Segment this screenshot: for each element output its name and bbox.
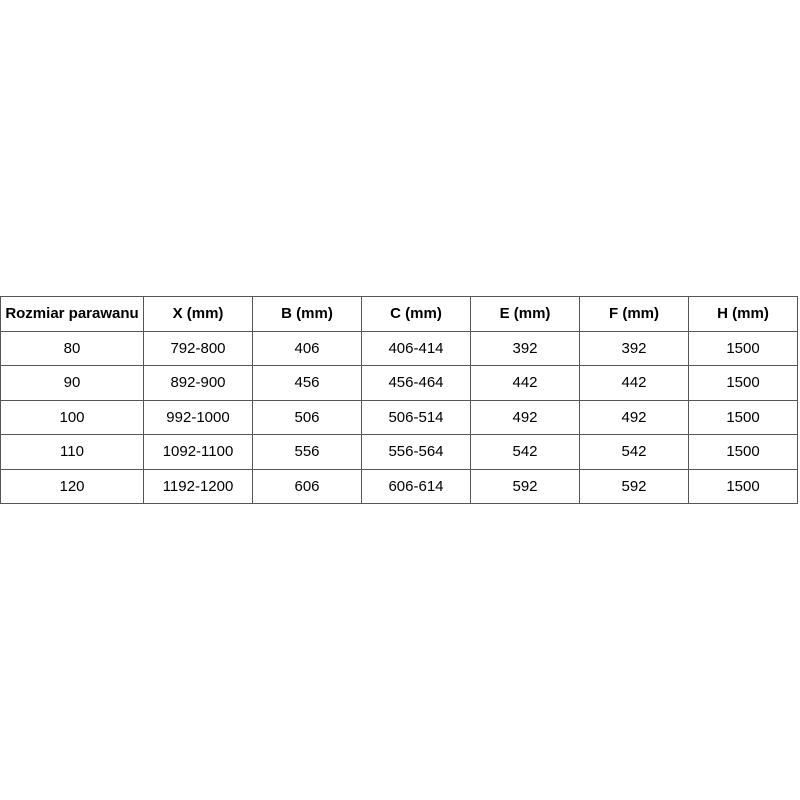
column-header: C (mm)	[361, 296, 471, 332]
table-cell: 406-414	[361, 330, 471, 366]
column-header: H (mm)	[688, 296, 798, 332]
table-cell: 1092-1100	[143, 434, 253, 470]
column-header: E (mm)	[470, 296, 580, 332]
table-row: 90 892-900 456 456-464 442 442 1500	[0, 365, 798, 401]
column-header: F (mm)	[579, 296, 689, 332]
table-cell: 392	[470, 330, 580, 366]
table-cell: 1500	[688, 434, 798, 470]
dimensions-table: Rozmiar parawanu X (mm) B (mm) C (mm) E (mm)…	[0, 296, 798, 504]
table-cell: 556	[252, 434, 362, 470]
table-cell: 120	[0, 468, 144, 504]
column-header: X (mm)	[143, 296, 253, 332]
table-row: 110 1092-1100 556 556-564 542 542 1500	[0, 434, 798, 470]
table-cell: 492	[579, 399, 689, 435]
table-row: 120 1192-1200 606 606-614 592 592 1500	[0, 468, 798, 504]
table-cell: 592	[470, 468, 580, 504]
table-cell: 1192-1200	[143, 468, 253, 504]
table-cell: 542	[470, 434, 580, 470]
table-cell: 556-564	[361, 434, 471, 470]
table-cell: 90	[0, 365, 144, 401]
table-cell: 542	[579, 434, 689, 470]
column-header: B (mm)	[252, 296, 362, 332]
column-header: Rozmiar parawanu	[0, 296, 144, 332]
header-row: Rozmiar parawanu X (mm) B (mm) C (mm) E (mm)…	[0, 296, 798, 332]
table-cell: 506	[252, 399, 362, 435]
table-cell: 1500	[688, 468, 798, 504]
table-cell: 1500	[688, 330, 798, 366]
table-cell: 80	[0, 330, 144, 366]
table-cell: 442	[470, 365, 580, 401]
table-cell: 1500	[688, 399, 798, 435]
table-cell: 392	[579, 330, 689, 366]
table-cell: 406	[252, 330, 362, 366]
table-cell: 456	[252, 365, 362, 401]
table-cell: 442	[579, 365, 689, 401]
table-cell: 1500	[688, 365, 798, 401]
table-cell: 892-900	[143, 365, 253, 401]
table-cell: 506-514	[361, 399, 471, 435]
table-cell: 492	[470, 399, 580, 435]
table-cell: 456-464	[361, 365, 471, 401]
table-cell: 606	[252, 468, 362, 504]
table-cell: 110	[0, 434, 144, 470]
table-row: 100 992-1000 506 506-514 492 492 1500	[0, 399, 798, 435]
table-cell: 100	[0, 399, 144, 435]
table-cell: 792-800	[143, 330, 253, 366]
table-cell: 992-1000	[143, 399, 253, 435]
table-cell: 592	[579, 468, 689, 504]
table-row: 80 792-800 406 406-414 392 392 1500	[0, 330, 798, 366]
table-cell: 606-614	[361, 468, 471, 504]
